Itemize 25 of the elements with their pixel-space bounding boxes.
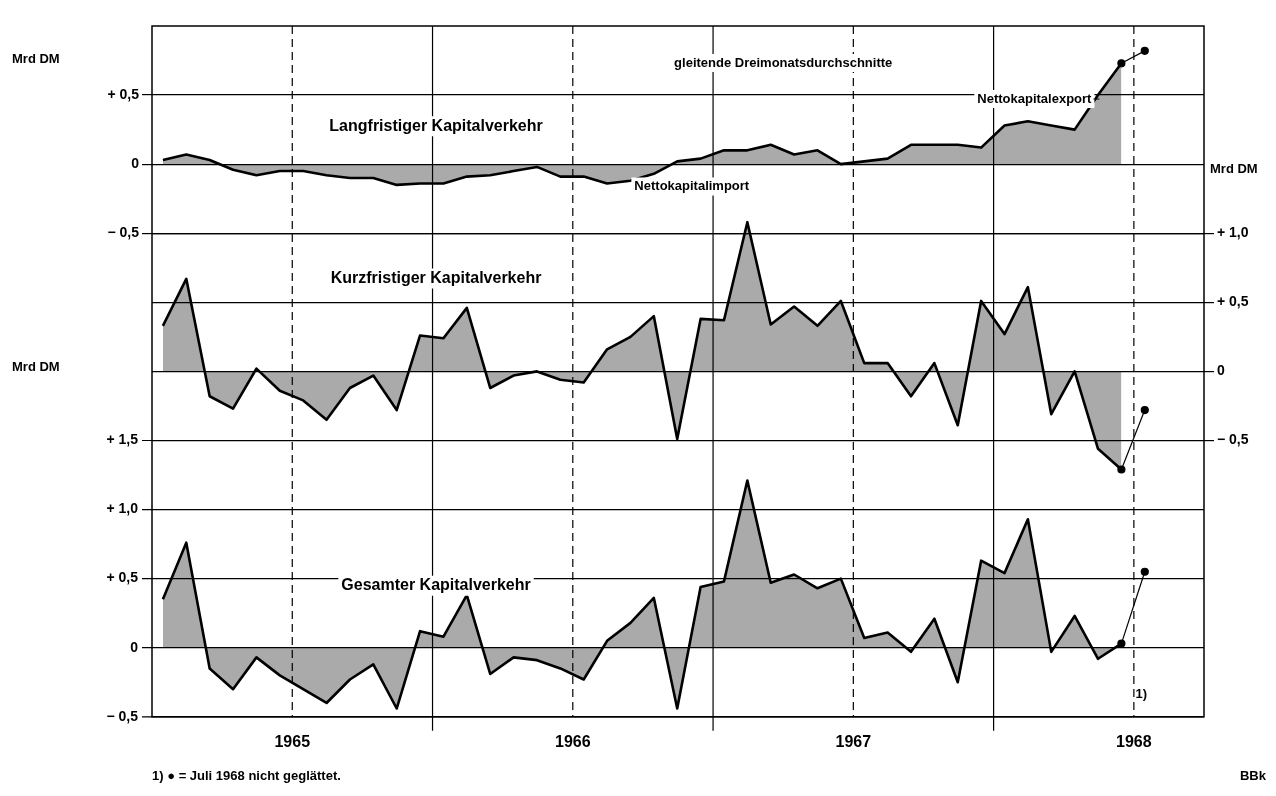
text: 1) ● = Juli 1968 nicht geglättet. [152, 767, 341, 783]
y-tick-label: + 0,5 [107, 85, 140, 102]
y-axis-title: Mrd DM [12, 50, 60, 66]
x-tick-label: 1968 [1116, 732, 1152, 750]
y2-tick-label: − 0,5 [1217, 431, 1249, 448]
text: BBk [1239, 767, 1267, 783]
y2-tick-label: + 1,0 [1217, 224, 1249, 241]
x-tick-label: 1965 [274, 732, 311, 750]
y3-tick-label: + 1,0 [106, 500, 139, 517]
annotation: Nettokapitalimport [634, 178, 750, 194]
text: gleitende Dreimonatsdurchschnitte [674, 54, 893, 70]
text: Kurzfristiger Kapitalverkehr [330, 268, 542, 286]
x-tick-label: 1967 [835, 732, 872, 750]
y2-axis-title: Mrd DM [1210, 160, 1258, 176]
y-tick-label: 0 [131, 155, 140, 172]
annotation: 1) [1135, 686, 1148, 702]
text: Gesamter Kapitalverkehr [341, 576, 531, 594]
y3-tick-label: + 1,5 [106, 431, 139, 448]
annotation: Nettokapitalexport [977, 90, 1093, 106]
y3-axis-title: Mrd DM [12, 359, 60, 375]
y2-tick-label: + 0,5 [1217, 293, 1249, 310]
series-label: Langfristiger Kapitalverkehr [329, 116, 543, 134]
y-tick-label: − 0,5 [107, 224, 140, 241]
y2-tick-label: 0 [1217, 362, 1225, 379]
x-tick-label: 1966 [555, 732, 591, 750]
